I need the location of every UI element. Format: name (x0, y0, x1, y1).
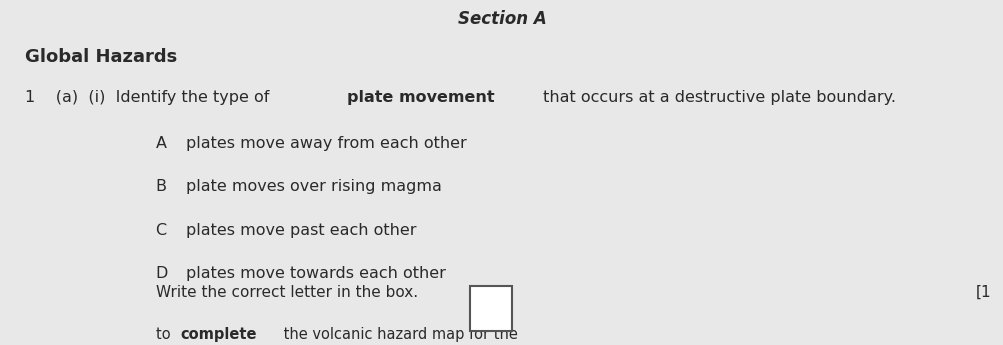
Bar (469, 286, 512, 331)
Text: C: C (155, 223, 166, 237)
Text: [1: [1 (975, 285, 991, 300)
Text: complete: complete (181, 327, 257, 342)
Text: plate moves over rising magma: plate moves over rising magma (186, 179, 441, 194)
Text: B: B (155, 179, 166, 194)
Text: that occurs at a destructive plate boundary.: that occurs at a destructive plate bound… (537, 90, 895, 105)
Text: the volcanic hazard map for the: the volcanic hazard map for the (279, 327, 518, 342)
Text: plate movement: plate movement (347, 90, 494, 105)
Text: plates move away from each other: plates move away from each other (186, 136, 466, 151)
Text: plates move towards each other: plates move towards each other (186, 266, 445, 280)
Text: plates move past each other: plates move past each other (186, 223, 416, 237)
Text: Write the correct letter in the box.: Write the correct letter in the box. (155, 285, 417, 300)
Text: to: to (155, 327, 175, 342)
Text: Global Hazards: Global Hazards (25, 48, 178, 66)
Text: A: A (155, 136, 166, 151)
Text: Section A: Section A (457, 10, 546, 28)
Text: 1    (a)  (i)  Identify the type of: 1 (a) (i) Identify the type of (25, 90, 275, 105)
Text: D: D (155, 266, 168, 280)
